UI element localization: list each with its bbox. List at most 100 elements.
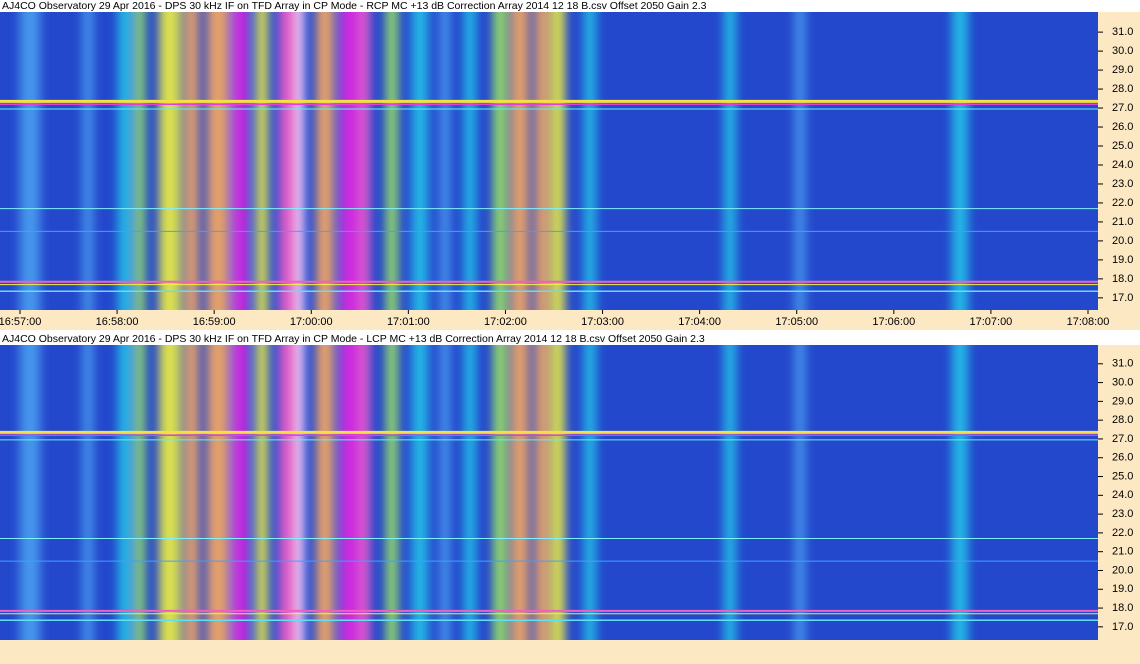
emission-band	[464, 12, 476, 310]
y-tick-label: 24.0	[1112, 489, 1133, 501]
emission-band	[440, 345, 450, 640]
emission-band	[316, 345, 334, 640]
emission-band	[511, 12, 529, 310]
emission-band	[83, 12, 93, 310]
y-tick-label: 29.0	[1112, 395, 1133, 407]
emission-band	[232, 12, 248, 310]
emission-band	[535, 12, 549, 310]
emission-band	[118, 345, 132, 640]
y-tick-label: 26.0	[1112, 121, 1133, 133]
y-tick-label: 22.0	[1112, 197, 1133, 209]
emission-band	[296, 345, 304, 640]
y-tick-label: 23.0	[1112, 508, 1133, 520]
emission-band	[207, 12, 229, 310]
emission-band	[360, 12, 370, 310]
emission-band	[232, 345, 248, 640]
emission-band	[185, 345, 199, 640]
y-tick-label: 18.0	[1112, 273, 1133, 285]
emission-band	[159, 12, 181, 310]
x-tick-label: 17:01:00	[387, 316, 430, 328]
emission-band	[279, 345, 301, 640]
emission-band	[795, 12, 805, 310]
x-tick-label: 17:00:00	[290, 316, 333, 328]
x-tick-label: 17:08:00	[1067, 316, 1110, 328]
emission-band	[440, 12, 450, 310]
emission-band	[386, 345, 398, 640]
y-tick-label: 18.0	[1112, 602, 1133, 614]
x-tick-label: 17:03:00	[581, 316, 624, 328]
y-tick-label: 31.0	[1112, 26, 1133, 38]
y-tick-label: 19.0	[1112, 254, 1133, 266]
emission-band	[551, 12, 565, 310]
emission-band	[296, 12, 304, 310]
y-tick-label: 22.0	[1112, 527, 1133, 539]
emission-bands	[20, 345, 968, 640]
y-tick-label: 20.0	[1112, 235, 1133, 247]
emission-bands	[20, 12, 968, 310]
y-tick-label: 27.0	[1112, 433, 1133, 445]
emission-band	[795, 345, 805, 640]
y-tick-label: 28.0	[1112, 83, 1133, 95]
emission-band	[256, 12, 268, 310]
emission-band	[340, 345, 360, 640]
emission-band	[185, 12, 199, 310]
y-tick-label: 24.0	[1112, 159, 1133, 171]
emission-band	[952, 345, 968, 640]
emission-band	[551, 345, 565, 640]
y-tick-label: 25.0	[1112, 470, 1133, 482]
y-tick-label: 17.0	[1112, 292, 1133, 304]
emission-band	[20, 12, 40, 310]
spectrogram	[0, 12, 1098, 310]
y-tick-label: 21.0	[1112, 546, 1133, 558]
x-tick-label: 17:05:00	[775, 316, 818, 328]
emission-band	[535, 345, 549, 640]
x-tick-label: 17:02:00	[484, 316, 527, 328]
emission-band	[724, 345, 736, 640]
emission-band	[412, 345, 428, 640]
emission-band	[386, 12, 398, 310]
emission-band	[135, 12, 145, 310]
x-tick-label: 17:07:00	[969, 316, 1012, 328]
y-axis-panel	[1098, 345, 1140, 640]
x-tick-label: 16:58:00	[96, 316, 139, 328]
emission-band	[135, 345, 145, 640]
emission-band	[207, 345, 229, 640]
emission-band	[360, 345, 370, 640]
y-tick-label: 30.0	[1112, 376, 1133, 388]
emission-band	[952, 12, 968, 310]
y-tick-label: 29.0	[1112, 64, 1133, 76]
emission-band	[159, 345, 181, 640]
emission-band	[584, 12, 596, 310]
emission-band	[83, 345, 93, 640]
x-axis-panel	[0, 310, 1140, 330]
x-tick-label: 16:59:00	[193, 316, 236, 328]
emission-band	[493, 345, 507, 640]
emission-band	[20, 345, 40, 640]
y-tick-label: 25.0	[1112, 140, 1133, 152]
y-tick-label: 31.0	[1112, 358, 1133, 370]
emission-band	[316, 12, 334, 310]
emission-band	[584, 345, 596, 640]
x-tick-label: 16:57:00	[0, 316, 41, 328]
panel-title: AJ4CO Observatory 29 Apr 2016 - DPS 30 k…	[2, 0, 707, 12]
spectrogram	[0, 345, 1098, 640]
emission-band	[279, 12, 301, 310]
y-tick-label: 17.0	[1112, 621, 1133, 633]
y-tick-label: 26.0	[1112, 452, 1133, 464]
y-tick-label: 19.0	[1112, 583, 1133, 595]
emission-band	[118, 12, 132, 310]
y-tick-label: 20.0	[1112, 564, 1133, 576]
emission-band	[412, 12, 428, 310]
x-tick-label: 17:04:00	[678, 316, 721, 328]
emission-band	[340, 12, 360, 310]
panel-title: AJ4CO Observatory 29 Apr 2016 - DPS 30 k…	[2, 333, 705, 345]
y-tick-label: 21.0	[1112, 216, 1133, 228]
y-tick-label: 27.0	[1112, 102, 1133, 114]
bottom-strip	[0, 640, 1140, 664]
y-axis-panel	[1098, 12, 1140, 310]
emission-band	[724, 12, 736, 310]
emission-band	[256, 345, 268, 640]
emission-band	[511, 345, 529, 640]
x-tick-label: 17:06:00	[872, 316, 915, 328]
